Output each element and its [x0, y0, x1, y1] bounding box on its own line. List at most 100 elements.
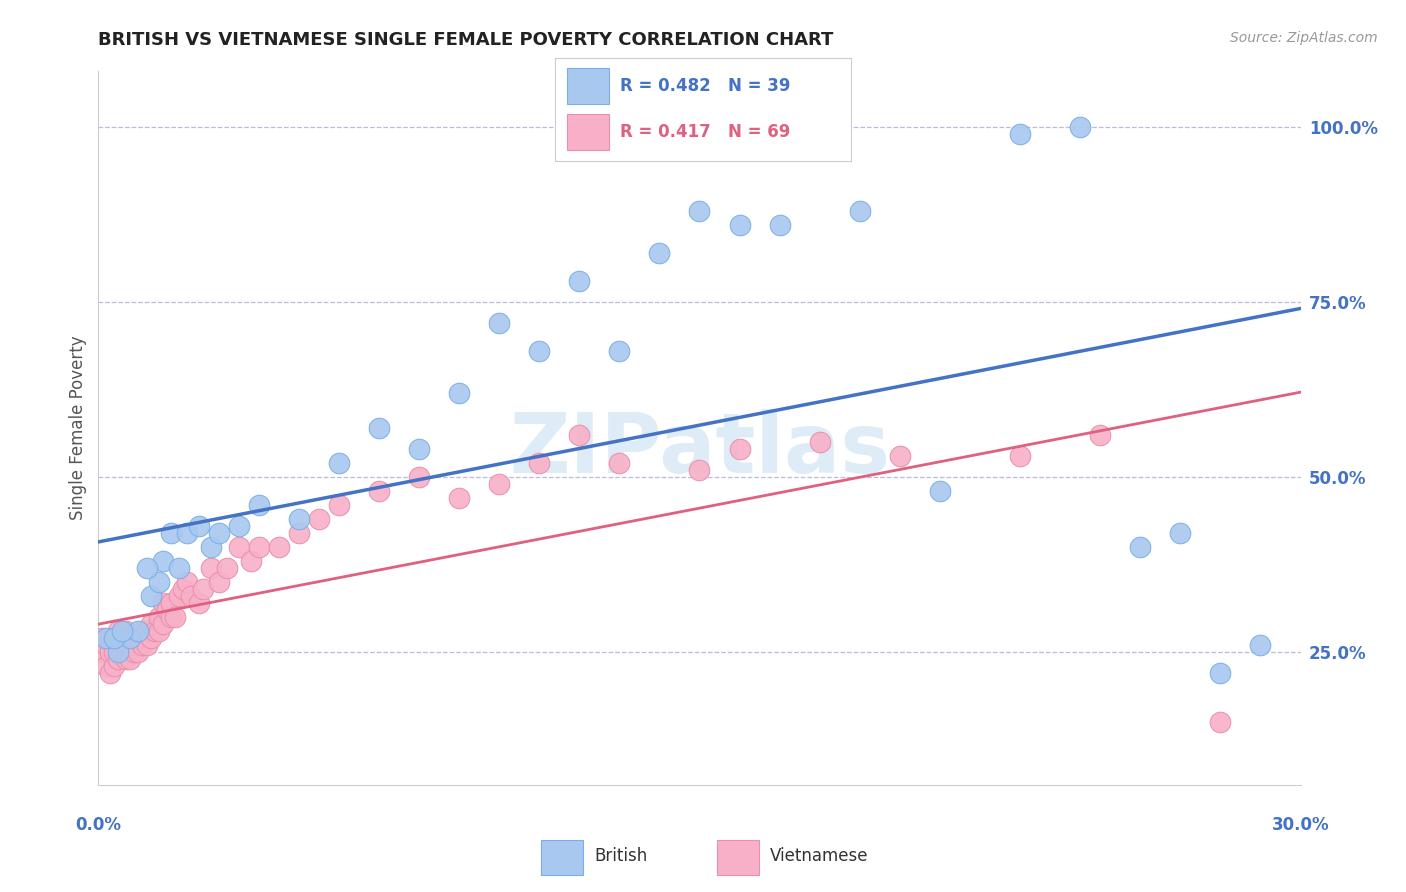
Point: [167, 589, 190, 603]
Point: [187, 596, 209, 610]
Point: [1209, 714, 1232, 729]
Point: [131, 638, 153, 652]
Text: 0.0%: 0.0%: [76, 816, 121, 834]
Point: [115, 652, 138, 666]
Point: [96, 659, 118, 673]
Point: [176, 575, 198, 590]
Point: [96, 638, 118, 652]
Point: [139, 617, 162, 632]
Point: [167, 561, 190, 575]
Point: [103, 659, 125, 673]
Point: [120, 652, 142, 666]
Point: [148, 575, 170, 590]
Point: [308, 512, 330, 526]
Text: Source: ZipAtlas.com: Source: ZipAtlas.com: [1230, 31, 1378, 45]
Point: [100, 645, 122, 659]
Point: [103, 645, 125, 659]
Point: [180, 589, 202, 603]
Point: [447, 491, 470, 505]
Bar: [541, 840, 583, 875]
Point: [96, 631, 118, 645]
Point: [328, 456, 350, 470]
Point: [172, 582, 194, 596]
Point: [120, 638, 142, 652]
Point: [488, 316, 510, 330]
Point: [609, 344, 631, 359]
Point: [929, 484, 952, 499]
Point: [849, 204, 872, 219]
Point: [111, 631, 134, 645]
Point: [200, 561, 222, 575]
Point: [128, 624, 150, 638]
Point: [228, 519, 250, 533]
Point: [128, 631, 150, 645]
Point: [689, 204, 711, 219]
Bar: [717, 840, 759, 875]
Text: British: British: [593, 847, 647, 865]
Text: Vietnamese: Vietnamese: [770, 847, 869, 865]
Point: [115, 638, 138, 652]
Point: [131, 624, 153, 638]
Point: [124, 645, 146, 659]
Point: [148, 624, 170, 638]
Point: [247, 540, 270, 554]
Point: [191, 582, 214, 596]
Point: [1069, 120, 1091, 135]
Point: [488, 477, 510, 491]
Point: [728, 442, 751, 457]
Point: [91, 645, 114, 659]
Point: [148, 610, 170, 624]
Point: [368, 421, 391, 435]
Point: [609, 456, 631, 470]
Point: [152, 617, 174, 632]
Point: [107, 645, 129, 659]
Point: [208, 526, 231, 541]
Point: [139, 631, 162, 645]
Point: [568, 274, 591, 288]
Point: [152, 554, 174, 568]
Point: [889, 449, 911, 463]
Point: [103, 631, 125, 645]
Point: [100, 666, 122, 681]
Point: [689, 463, 711, 477]
Point: [368, 484, 391, 499]
Point: [111, 624, 134, 638]
Text: R = 0.417   N = 69: R = 0.417 N = 69: [620, 123, 790, 141]
Text: ZIPatlas: ZIPatlas: [509, 409, 890, 490]
Point: [115, 624, 138, 638]
Point: [1088, 428, 1111, 442]
Point: [159, 596, 181, 610]
Point: [200, 540, 222, 554]
Point: [1250, 638, 1272, 652]
Point: [139, 589, 162, 603]
Point: [107, 652, 129, 666]
Point: [100, 631, 122, 645]
Bar: [567, 114, 609, 150]
Point: [529, 456, 551, 470]
Point: [163, 610, 186, 624]
Point: [208, 575, 231, 590]
Point: [247, 498, 270, 512]
Point: [529, 344, 551, 359]
Point: [288, 512, 311, 526]
Point: [328, 498, 350, 512]
Point: [103, 631, 125, 645]
Point: [107, 638, 129, 652]
Text: R = 0.482   N = 39: R = 0.482 N = 39: [620, 78, 790, 95]
Point: [267, 540, 290, 554]
Point: [91, 631, 114, 645]
Point: [408, 470, 430, 484]
Point: [288, 526, 311, 541]
Point: [111, 645, 134, 659]
Point: [728, 219, 751, 233]
Point: [135, 624, 157, 638]
Point: [1010, 449, 1032, 463]
Point: [215, 561, 238, 575]
Point: [239, 554, 262, 568]
Point: [1209, 666, 1232, 681]
Point: [155, 603, 177, 617]
Point: [447, 386, 470, 401]
Y-axis label: Single Female Poverty: Single Female Poverty: [69, 336, 87, 520]
Point: [128, 645, 150, 659]
Bar: [567, 69, 609, 104]
